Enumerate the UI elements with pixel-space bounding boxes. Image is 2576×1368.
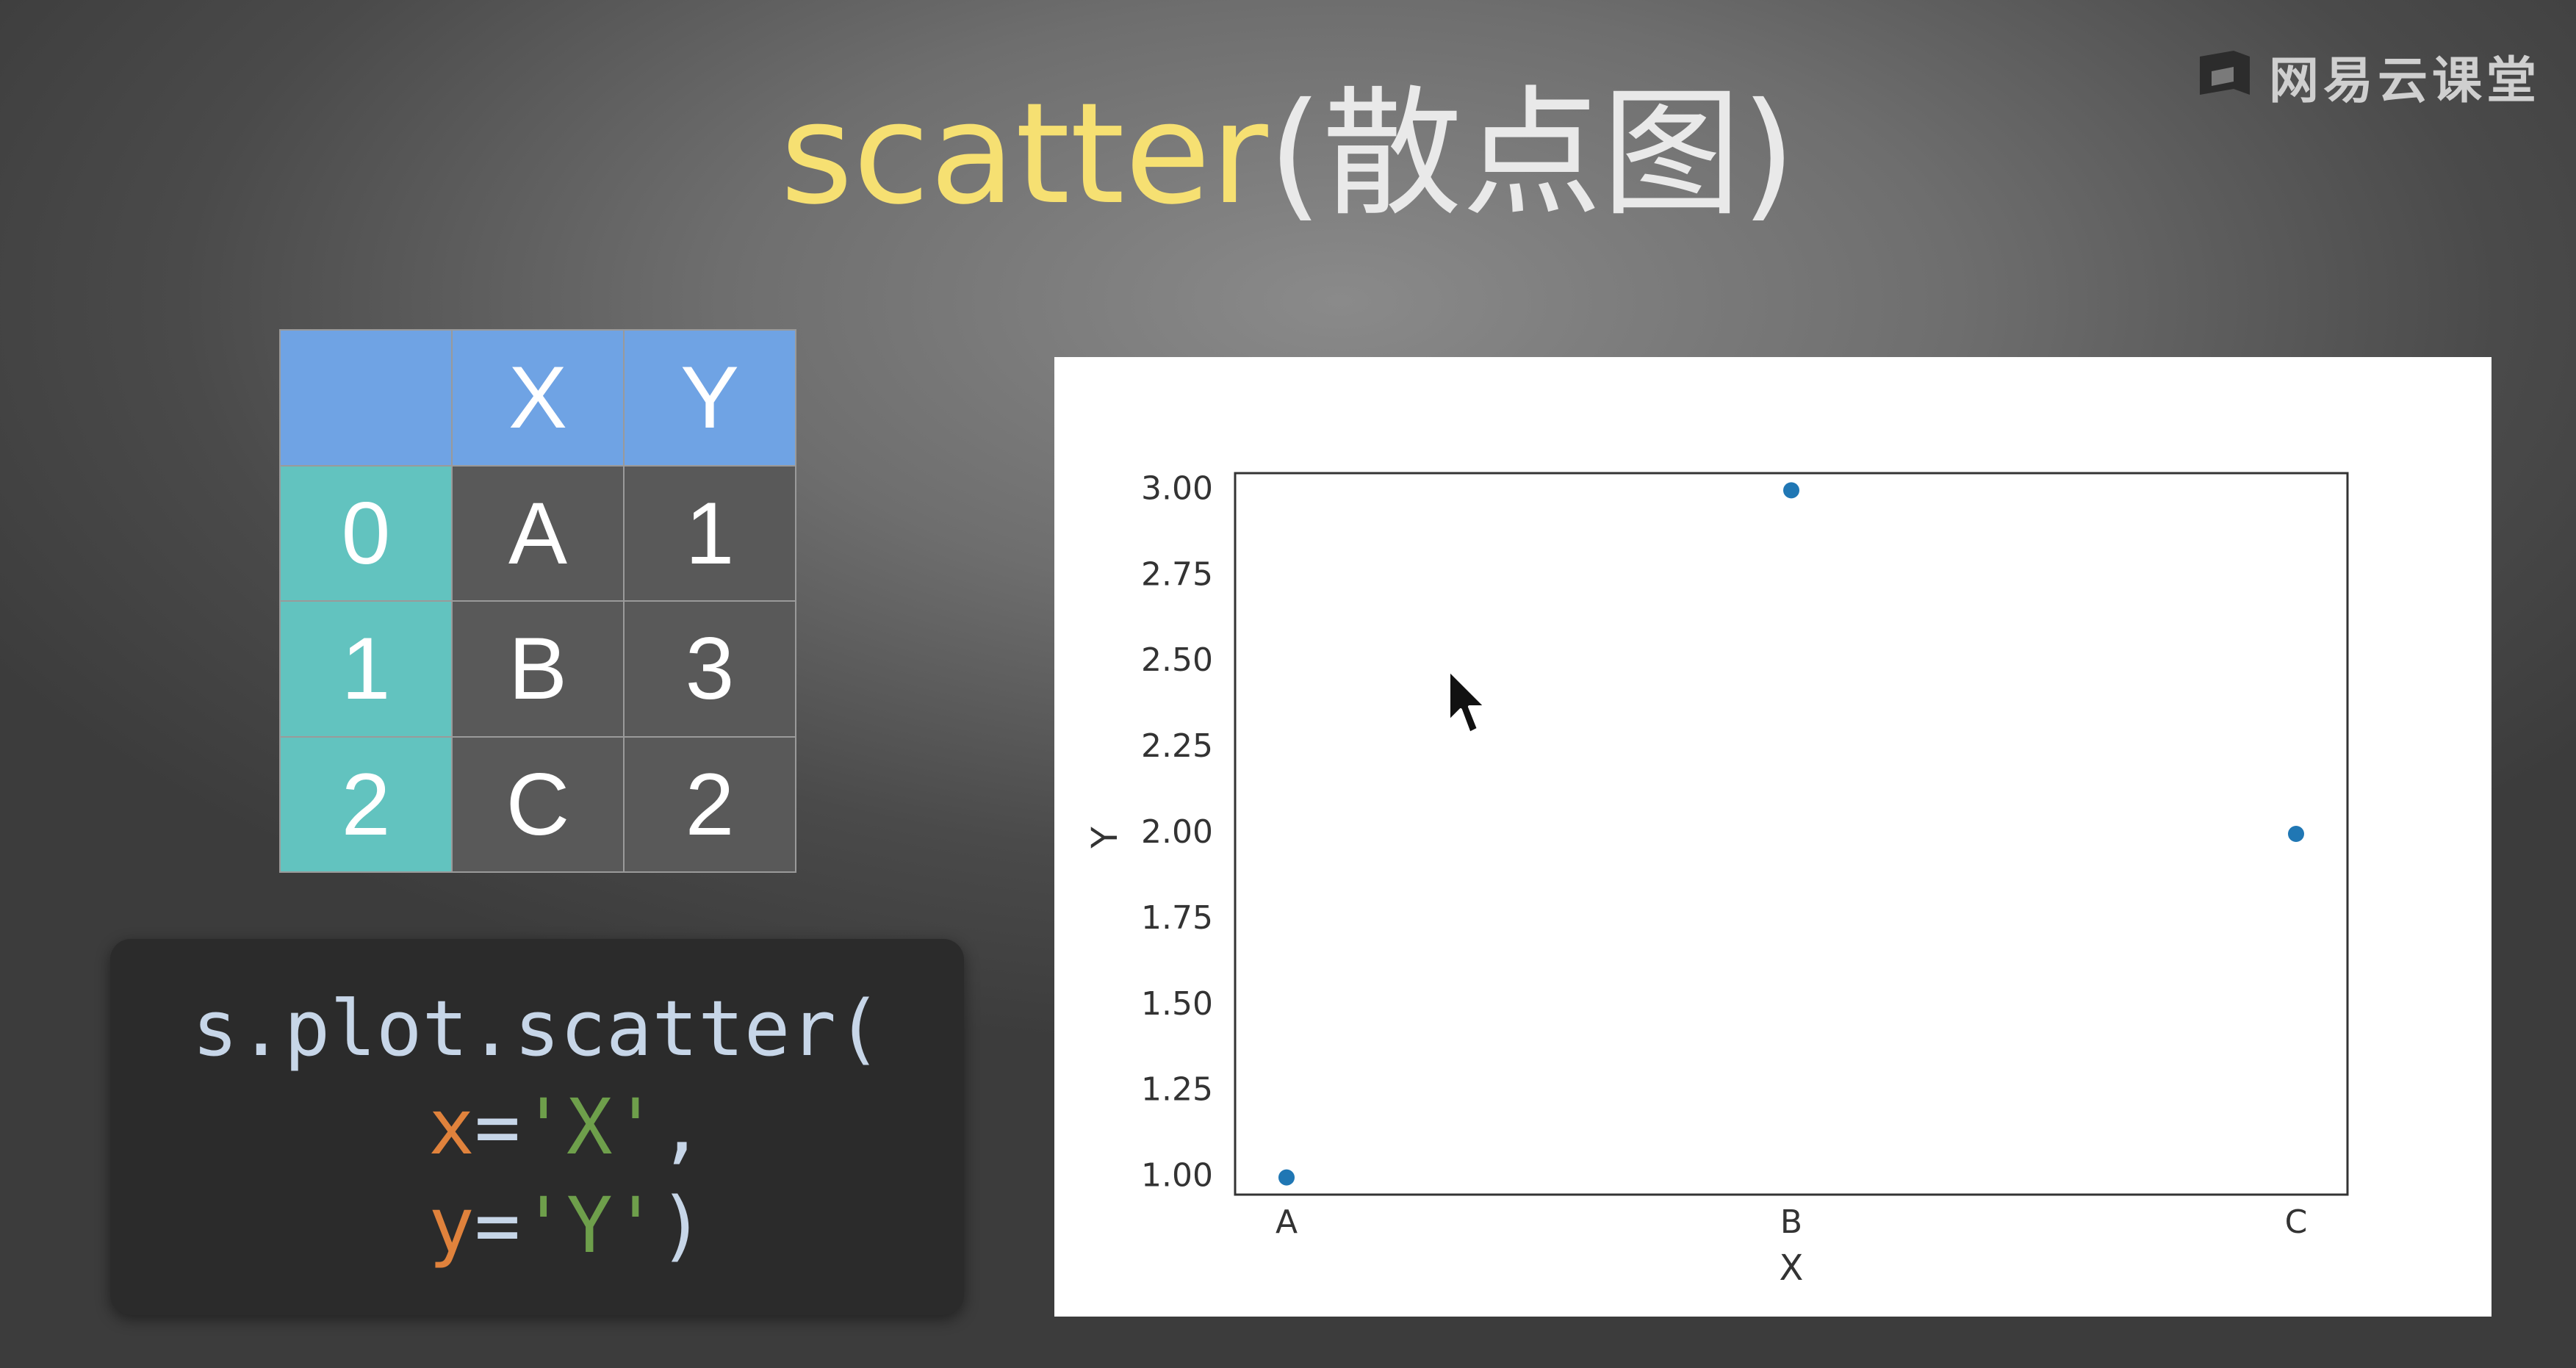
table-header-row: X Y [279, 329, 796, 467]
table-header-cell: Y [623, 329, 796, 467]
y-tick-label: 1.75 [1141, 899, 1213, 937]
x-axis-ticks: A B C [1276, 1203, 2307, 1241]
y-tick-label: 2.25 [1141, 727, 1213, 765]
logo-text: 网易云课堂 [2269, 51, 2541, 110]
y-axis-ticks: 1.00 1.25 1.50 1.75 2.00 2.25 2.50 2.75 3.00 [1141, 469, 1213, 1194]
table-cell: B [451, 600, 625, 738]
logo: 网易云课堂 [2195, 43, 2541, 110]
table-row: 0 A 1 [279, 464, 796, 602]
title-main: scatter [780, 73, 1268, 235]
code-block: s.plot.scatter( x='X', y='Y') [110, 939, 964, 1315]
table-cell: A [451, 464, 625, 602]
scatter-point [1783, 482, 1799, 499]
table-cell: 1 [623, 464, 796, 602]
code-string: 'Y' [520, 1181, 659, 1270]
y-tick-label: 1.50 [1141, 985, 1213, 1023]
table-index-cell: 0 [279, 464, 453, 602]
x-tick-label: C [2285, 1203, 2308, 1241]
plot-frame [1234, 472, 2349, 1196]
title-subtitle: (散点图) [1267, 73, 1796, 235]
mouse-cursor-icon [1447, 669, 1487, 735]
table-header-cell: X [451, 329, 625, 467]
code-line: y='Y') [428, 1176, 705, 1275]
code-line: s.plot.scatter( [192, 979, 882, 1078]
y-axis-label: Y [1084, 827, 1126, 849]
code-punctuation: , [658, 1082, 705, 1172]
scatter-point [1278, 1169, 1295, 1186]
code-operator: = [474, 1181, 521, 1270]
table-row: 1 B 3 [279, 600, 796, 738]
code-text: s.plot.scatter( [192, 984, 882, 1073]
table-cell: 3 [623, 600, 796, 738]
code-string: 'X' [520, 1082, 659, 1172]
code-keyword: y [428, 1181, 475, 1270]
table-cell: C [451, 735, 625, 873]
table-index-cell: 2 [279, 735, 453, 873]
y-tick-label: 2.50 [1141, 641, 1213, 679]
x-tick-label: B [1780, 1203, 1802, 1241]
x-axis-label: X [1780, 1248, 1804, 1289]
scatter-chart: 1.00 1.25 1.50 1.75 2.00 2.25 2.50 2.75 3.00 A B C… [1084, 469, 2349, 1289]
scatter-point [2288, 826, 2304, 842]
table-header-cell [279, 329, 453, 467]
code-operator: = [474, 1082, 521, 1172]
y-tick-label: 3.00 [1141, 469, 1213, 507]
slide-title: scatter(散点图) [0, 70, 2576, 239]
code-line: x='X', [428, 1078, 705, 1176]
table-index-cell: 1 [279, 600, 453, 738]
table-row: 2 C 2 [279, 735, 796, 873]
scatter-plot-panel: 1.00 1.25 1.50 1.75 2.00 2.25 2.50 2.75 3.00 A B C… [1054, 357, 2492, 1317]
code-punctuation: ) [658, 1181, 705, 1270]
x-tick-label: A [1276, 1203, 1298, 1241]
code-keyword: x [428, 1082, 475, 1172]
book-logo-icon [2200, 51, 2250, 95]
scatter-points [1278, 482, 2304, 1186]
y-tick-label: 2.75 [1141, 555, 1213, 593]
y-tick-label: 2.00 [1141, 813, 1213, 851]
data-table: X Y 0 A 1 1 B 3 2 C 2 [279, 329, 796, 873]
y-tick-label: 1.25 [1141, 1071, 1213, 1109]
y-tick-label: 1.00 [1141, 1157, 1213, 1195]
table-cell: 2 [623, 735, 796, 873]
